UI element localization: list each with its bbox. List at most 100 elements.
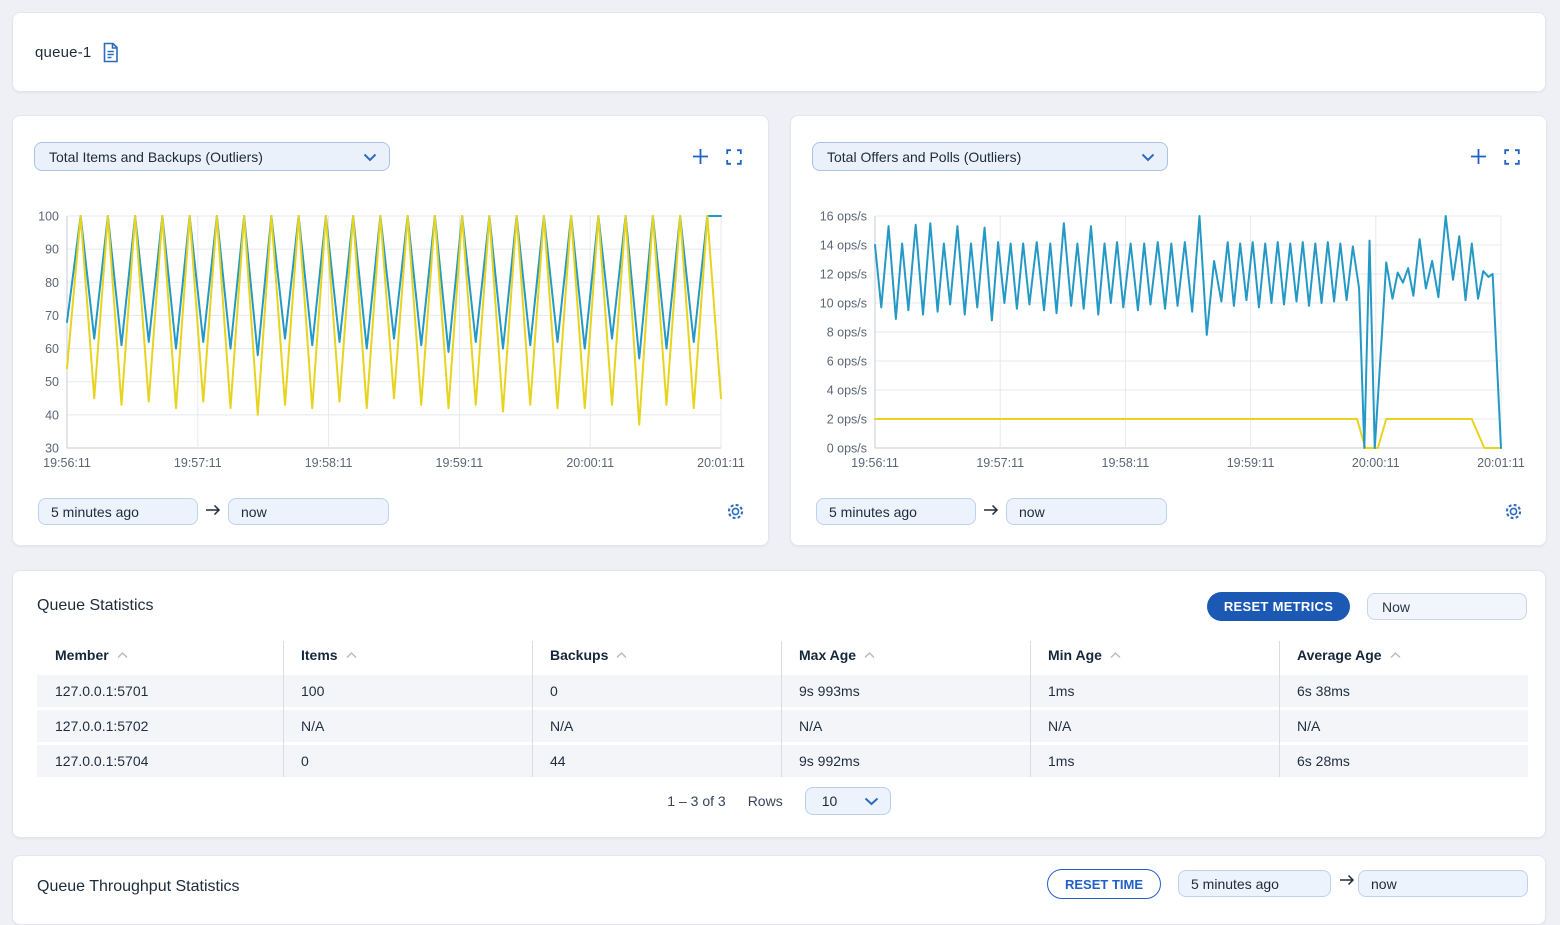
svg-text:16 ops/s: 16 ops/s [820, 210, 867, 224]
column-header-max-age[interactable]: Max Age [781, 647, 1030, 663]
gear-icon[interactable] [1504, 502, 1523, 521]
column-header-label: Member [55, 647, 109, 663]
queue-statistics-card: Queue Statistics RESET METRICS Now Membe… [12, 570, 1546, 838]
table-body: 127.0.0.1:570110009s 993ms1ms6s 38ms127.… [37, 675, 1528, 777]
fullscreen-icon[interactable] [1504, 149, 1520, 165]
offers-polls-chart-card: Total Offers and Polls (Outliers) 0 ops/… [790, 115, 1547, 546]
page-range: 1 – 3 of 3 [667, 793, 725, 809]
svg-text:80: 80 [45, 276, 59, 290]
arrow-right-icon [205, 502, 221, 521]
table-cell: 127.0.0.1:5702 [37, 718, 283, 734]
table-cell: 127.0.0.1:5701 [37, 683, 283, 699]
table-row: 127.0.0.1:5702N/AN/AN/AN/AN/A [37, 710, 1528, 742]
column-separator [283, 641, 284, 777]
table-cell: N/A [1030, 718, 1279, 734]
sort-caret-icon [615, 651, 628, 659]
table-cell: 0 [532, 683, 781, 699]
table-cell: N/A [532, 718, 781, 734]
svg-text:8 ops/s: 8 ops/s [827, 326, 867, 340]
column-separator [1030, 641, 1031, 777]
table-cell: 9s 992ms [781, 753, 1030, 769]
items-backups-chart-card: Total Items and Backups (Outliers) 30405… [12, 115, 769, 546]
svg-text:20:00:11: 20:00:11 [1352, 456, 1400, 470]
column-header-backups[interactable]: Backups [532, 647, 781, 663]
table-header-row: Member Items Backups Max Age Min Age Average … [37, 641, 1528, 669]
reset-time-button[interactable]: RESET TIME [1047, 869, 1161, 899]
svg-text:50: 50 [45, 375, 59, 389]
table-cell: 9s 993ms [781, 683, 1030, 699]
sort-caret-icon [116, 651, 129, 659]
svg-text:19:56:11: 19:56:11 [851, 456, 899, 470]
table-cell: N/A [1279, 718, 1528, 734]
column-separator [1279, 641, 1280, 777]
line-chart-offers-polls: 0 ops/s2 ops/s4 ops/s6 ops/s8 ops/s10 op… [791, 204, 1548, 472]
add-chart-icon[interactable] [1470, 148, 1487, 165]
svg-text:19:58:11: 19:58:11 [1102, 456, 1150, 470]
time-to-input[interactable]: now [1358, 870, 1528, 897]
column-header-label: Min Age [1048, 647, 1102, 663]
column-header-average-age[interactable]: Average Age [1279, 647, 1528, 663]
table-row: 127.0.0.1:570110009s 993ms1ms6s 38ms [37, 675, 1528, 707]
svg-text:2 ops/s: 2 ops/s [827, 413, 867, 427]
reset-metrics-button[interactable]: RESET METRICS [1207, 592, 1350, 621]
line-chart-items-backups: 3040506070809010019:56:1119:57:1119:58:1… [13, 204, 770, 472]
time-to-input[interactable]: now [1006, 498, 1167, 525]
metric-dropdown[interactable]: Total Items and Backups (Outliers) [34, 142, 390, 171]
rows-per-page-value: 10 [822, 793, 864, 809]
queue-throughput-card: Queue Throughput Statistics RESET TIME 5… [12, 855, 1546, 925]
rows-per-page-select[interactable]: 10 [805, 787, 891, 815]
fullscreen-icon[interactable] [726, 149, 742, 165]
document-icon[interactable] [101, 42, 120, 63]
svg-text:30: 30 [45, 442, 59, 456]
time-from-input[interactable]: 5 minutes ago [38, 498, 198, 525]
section-title: Queue Throughput Statistics [37, 878, 240, 896]
time-from-input[interactable]: 5 minutes ago [816, 498, 976, 525]
column-header-member[interactable]: Member [37, 647, 283, 663]
column-separator [532, 641, 533, 777]
sort-caret-icon [345, 651, 358, 659]
svg-text:19:56:11: 19:56:11 [43, 456, 91, 470]
column-header-min-age[interactable]: Min Age [1030, 647, 1279, 663]
chevron-down-icon [363, 149, 377, 165]
svg-text:6 ops/s: 6 ops/s [827, 355, 867, 369]
column-separator [781, 641, 782, 777]
svg-text:14 ops/s: 14 ops/s [820, 239, 867, 253]
queue-statistics-table: Member Items Backups Max Age Min Age Average … [37, 641, 1528, 780]
table-cell: N/A [283, 718, 532, 734]
svg-text:60: 60 [45, 342, 59, 356]
chevron-down-icon [1141, 149, 1155, 165]
column-header-label: Backups [550, 647, 608, 663]
svg-text:100: 100 [38, 210, 59, 224]
time-to-input[interactable]: now [228, 498, 389, 525]
stats-time-input[interactable]: Now [1367, 593, 1527, 620]
gear-icon[interactable] [726, 502, 745, 521]
svg-text:4 ops/s: 4 ops/s [827, 384, 867, 398]
metric-dropdown-label: Total Items and Backups (Outliers) [49, 149, 363, 165]
sort-caret-icon [1109, 651, 1122, 659]
table-cell: 6s 38ms [1279, 683, 1528, 699]
add-chart-icon[interactable] [692, 148, 709, 165]
svg-text:19:58:11: 19:58:11 [305, 456, 353, 470]
rows-per-page-label: Rows [748, 793, 783, 809]
pagination: 1 – 3 of 3 Rows 10 [13, 787, 1545, 815]
svg-text:20:01:11: 20:01:11 [697, 456, 745, 470]
metric-dropdown[interactable]: Total Offers and Polls (Outliers) [812, 142, 1168, 171]
svg-text:20:01:11: 20:01:11 [1477, 456, 1525, 470]
column-header-label: Max Age [799, 647, 856, 663]
section-title: Queue Statistics [37, 597, 154, 615]
column-header-label: Items [301, 647, 338, 663]
table-cell: 100 [283, 683, 532, 699]
column-header-items[interactable]: Items [283, 647, 532, 663]
table-cell: 1ms [1030, 683, 1279, 699]
table-cell: 1ms [1030, 753, 1279, 769]
sort-caret-icon [863, 651, 876, 659]
svg-text:19:59:11: 19:59:11 [436, 456, 484, 470]
column-header-label: Average Age [1297, 647, 1382, 663]
queue-title-card: queue-1 [12, 12, 1546, 92]
svg-text:12 ops/s: 12 ops/s [820, 268, 867, 282]
svg-text:0 ops/s: 0 ops/s [827, 442, 867, 456]
svg-text:19:57:11: 19:57:11 [976, 456, 1024, 470]
table-row: 127.0.0.1:57040449s 992ms1ms6s 28ms [37, 745, 1528, 777]
svg-text:19:57:11: 19:57:11 [174, 456, 222, 470]
time-from-input[interactable]: 5 minutes ago [1178, 870, 1331, 897]
